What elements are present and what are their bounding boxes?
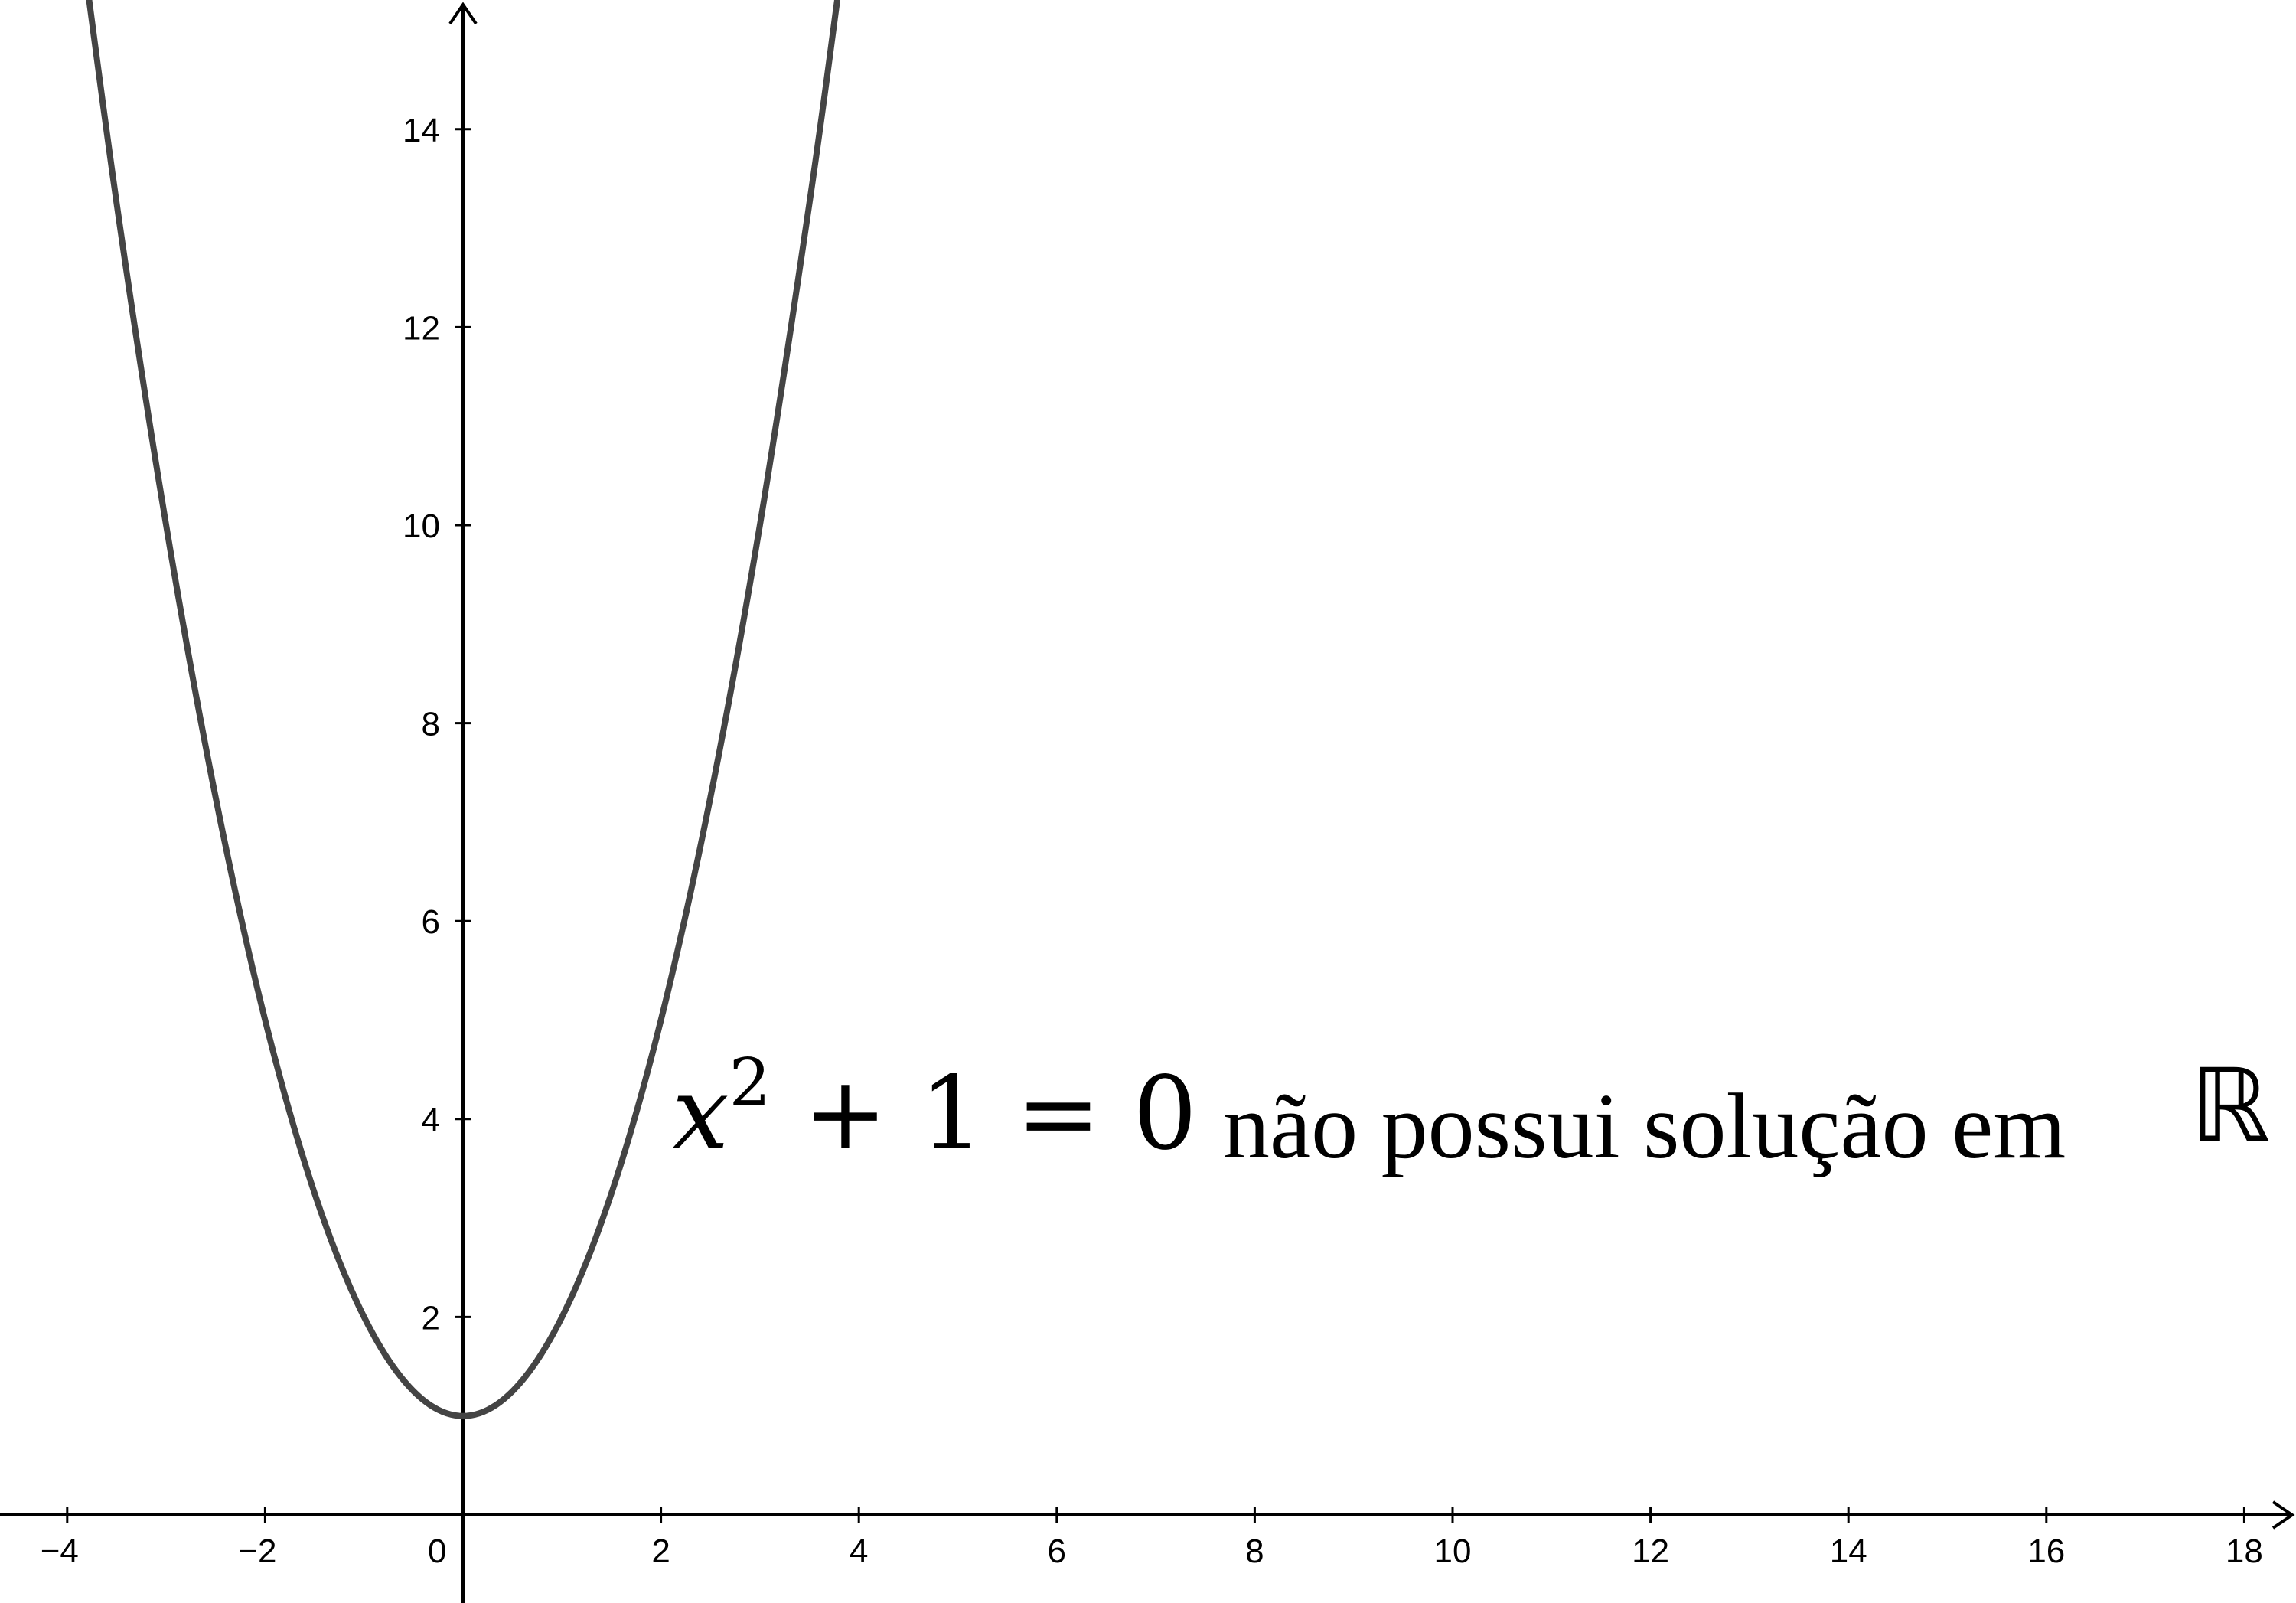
- svg-text:x2 + 1 = 0: x2 + 1 = 0: [672, 1045, 1197, 1173]
- annotation-math-base: x: [672, 1055, 729, 1173]
- y-tick-label: 6: [422, 903, 440, 941]
- annotation: x2 + 1 = 0 não possui solução em ℝ: [672, 1045, 2271, 1178]
- y-ticks: 2 4 6 8 10 12 14: [403, 112, 471, 1337]
- y-tick-label: 2: [422, 1299, 440, 1337]
- x-ticks: −4 −2 0 2 4 6 8 10 12 14 16 18: [41, 1507, 2263, 1570]
- x-tick-label: 6: [1048, 1533, 1066, 1570]
- x-tick-label: 12: [1632, 1533, 1669, 1570]
- x-tick-label: 16: [2027, 1533, 2065, 1570]
- y-tick-label: 14: [403, 112, 440, 149]
- x-tick-label: 14: [1830, 1533, 1867, 1570]
- x-tick-label: 2: [651, 1533, 670, 1570]
- y-tick-label: 12: [403, 309, 440, 347]
- series-layer: [86, 0, 841, 1419]
- x-tick-label: −2: [238, 1533, 276, 1570]
- x-tick-label: 8: [1245, 1533, 1264, 1570]
- x-tick-label: 0: [428, 1533, 446, 1570]
- x-tick-label: 4: [850, 1533, 868, 1570]
- annotation-math-exponent: 2: [729, 1045, 771, 1121]
- annotation-math-rest: + 1 = 0: [771, 1055, 1197, 1173]
- x-tick-label: 10: [1434, 1533, 1472, 1570]
- series-curve: [86, 0, 841, 1419]
- y-axis-arrow: [448, 2, 478, 25]
- annotation-symbol: ℝ: [2190, 1050, 2271, 1163]
- x-axis-arrow: [2272, 1500, 2295, 1530]
- x-tick-label: 18: [2226, 1533, 2263, 1570]
- y-tick-label: 10: [403, 508, 440, 545]
- y-tick-label: 4: [422, 1102, 440, 1139]
- y-tick-label: 8: [422, 706, 440, 743]
- annotation-text: não possui solução em: [1223, 1075, 2066, 1178]
- x-tick-label: −4: [41, 1533, 79, 1570]
